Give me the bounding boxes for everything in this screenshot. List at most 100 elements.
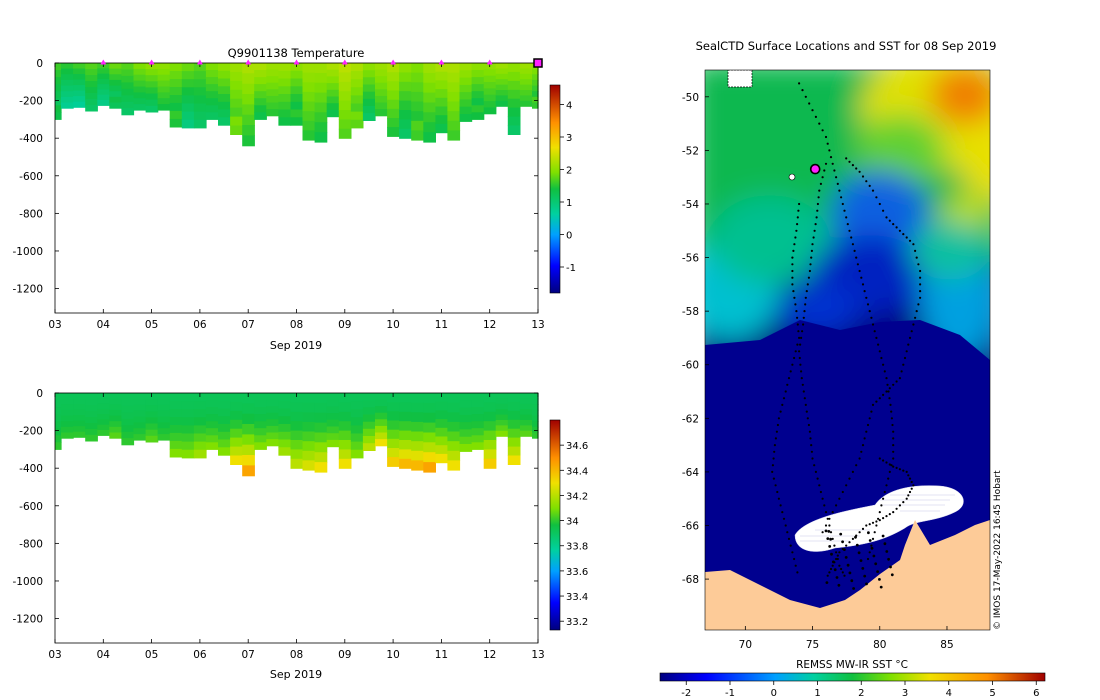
profile-cell [362,91,376,100]
track-point [898,504,902,507]
profile-cell [73,90,86,97]
profile-cell [471,421,485,429]
profile-cell [242,104,255,116]
profile-cell [266,432,279,440]
profile-cell [411,402,424,413]
profile-cell [121,399,135,407]
profile-cell [230,63,243,73]
profile-cell [459,92,473,100]
profile-cell [55,442,62,450]
profile-cell [447,101,461,112]
track-point [803,310,806,313]
profile-cell [73,431,86,438]
profile-cell [483,75,497,83]
profile-cell [230,455,243,465]
profile-cell [181,87,195,96]
track-point [805,290,808,293]
profile-cell [169,432,183,442]
track-point [826,142,829,145]
profile-cell [55,70,62,78]
track-point [912,243,915,246]
track-point [870,544,873,547]
profile-cell [495,84,509,91]
profile-cell [169,87,183,96]
profile-cell [205,442,219,450]
profile-cell [85,428,98,436]
surface-marker [341,59,348,65]
profile-cell [399,110,412,120]
profile-cell [266,412,279,420]
profile-cell [133,104,147,111]
track-point [791,256,794,259]
profile-cell [290,78,304,87]
colorbar-tick-label: 34.2 [566,491,588,502]
profile-cell [423,393,436,404]
y-tick-label: -400 [19,133,43,145]
profile-cell [471,400,485,408]
track-point [839,532,843,536]
profile-cell [375,95,388,104]
profile-cell [507,107,521,118]
y-tick-label: -200 [19,426,43,438]
track-point [845,157,848,160]
track-point [781,403,784,406]
profile-cell [302,120,316,131]
track-point [797,209,800,212]
track-point [908,490,912,494]
track-point [875,336,878,339]
track-point [794,236,797,239]
profile-cell [362,400,376,408]
track-point [878,350,881,353]
track-point [805,410,808,413]
profile-cell [387,411,400,422]
track-point [784,524,787,527]
surface-marker [438,59,445,65]
profile-cell [375,102,388,110]
profile-cell [423,462,436,473]
profile-cell [157,404,171,412]
profile-cell [471,77,485,85]
track-point [912,484,915,487]
profile-cell [532,85,539,92]
track-point [802,323,805,326]
map-x-tick-label: 80 [873,639,886,651]
profile-cell [350,441,364,451]
profile-cell [85,423,98,430]
profile-cell [278,94,292,103]
track-point [771,470,774,473]
profile-cell [97,73,110,80]
profile-cell [169,110,183,120]
map-y-tick-label: -64 [682,467,699,479]
profile-cell [399,393,412,403]
track-point [881,534,885,538]
profile-cell [459,444,473,452]
profile-cell [55,112,62,120]
temperature-colorbar [549,84,561,294]
track-point [882,517,885,520]
profile-cell [411,63,424,74]
profile-cell [278,70,292,80]
profile-cell [435,80,449,90]
profile-cell [399,402,412,413]
profile-cell [532,74,539,81]
colorbar-tick-label: 1 [566,198,572,209]
track-point [908,477,912,480]
salinity-colorbar-ticks: 34.6 34.4 34.2 34 33.8 33.6 33.4 33.2 [560,441,588,628]
profile-cell [55,98,62,106]
profile-cell [61,85,74,92]
profile-cell [85,63,98,70]
colorbar-tick-label: 33.4 [566,592,588,603]
track-point [910,330,913,333]
x-tick-label: 11 [435,649,448,661]
profile-cell [121,405,135,413]
profile-cell [73,415,86,422]
track-point [838,564,841,567]
profile-cell [278,86,292,95]
profile-cell [362,84,376,93]
profile-cell [483,458,497,469]
profile-cell [471,70,485,78]
profile-cell [447,111,461,122]
profile-cell [97,94,110,101]
track-point [905,350,908,353]
profile-cell [109,74,122,81]
